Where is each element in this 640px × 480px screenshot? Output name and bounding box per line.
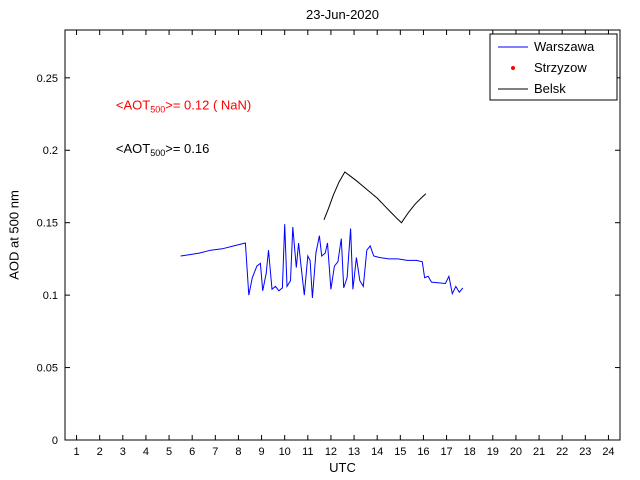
- x-tick-label: 6: [189, 446, 195, 458]
- legend-item-label: Belsk: [534, 81, 566, 96]
- y-tick-label: 0: [52, 435, 58, 447]
- x-tick-label: 15: [394, 446, 406, 458]
- x-tick-label: 3: [120, 446, 126, 458]
- x-tick-label: 9: [259, 446, 265, 458]
- y-axis-label: AOD at 500 nm: [6, 190, 22, 280]
- x-tick-label: 20: [510, 446, 522, 458]
- x-tick-label: 2: [97, 446, 103, 458]
- y-tick-label: 0.15: [37, 218, 58, 230]
- legend-item-label: Strzyzow: [534, 60, 587, 75]
- x-tick-label: 21: [533, 446, 545, 458]
- x-tick-label: 7: [212, 446, 218, 458]
- series-belsk: [323, 171, 427, 224]
- x-tick-label: 8: [235, 446, 241, 458]
- x-tick-label: 1: [74, 446, 80, 458]
- annotation-mean-1: <AOT500>= 0.16: [116, 141, 209, 158]
- x-tick-label: 4: [143, 446, 149, 458]
- legend-item-label: Warszawa: [534, 39, 595, 54]
- y-tick-label: 0.25: [37, 73, 58, 85]
- x-axis-label: UTC: [329, 460, 356, 475]
- x-tick-label: 14: [371, 446, 383, 458]
- annotation-mean-0: <AOT500>= 0.12 ( NaN): [116, 98, 251, 115]
- x-tick-label: 18: [464, 446, 476, 458]
- x-tick-label: 17: [440, 446, 452, 458]
- y-tick-label: 0.1: [43, 290, 58, 302]
- x-tick-label: 12: [325, 446, 337, 458]
- x-tick-label: 23: [579, 446, 591, 458]
- x-tick-label: 5: [166, 446, 172, 458]
- y-tick-label: 0.2: [43, 145, 58, 157]
- legend-dot-sample: [511, 66, 515, 70]
- x-tick-label: 10: [279, 446, 291, 458]
- y-tick-label: 0.05: [37, 363, 58, 375]
- x-tick-label: 24: [602, 446, 614, 458]
- chart-title: 23-Jun-2020: [306, 7, 379, 22]
- x-tick-label: 13: [348, 446, 360, 458]
- series-warszawa: [180, 224, 464, 299]
- x-tick-label: 19: [487, 446, 499, 458]
- x-tick-label: 22: [556, 446, 568, 458]
- x-tick-label: 11: [302, 446, 313, 458]
- x-tick-label: 16: [417, 446, 429, 458]
